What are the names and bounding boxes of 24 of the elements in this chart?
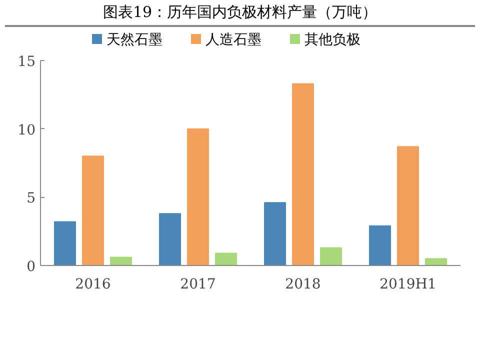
y-tick-label: 0 <box>26 259 36 275</box>
x-tick-label: 2016 <box>75 276 111 292</box>
bar <box>110 256 132 266</box>
chart-title: 图表19：历年国内负极材料产量（万吨） <box>5 2 475 28</box>
bar <box>215 252 237 266</box>
x-tick-label: 2017 <box>180 276 216 292</box>
bar <box>54 221 76 266</box>
bar <box>264 202 286 266</box>
bar <box>425 258 447 266</box>
x-tick-label: 2019H1 <box>380 276 436 292</box>
legend-label: 天然石墨 <box>106 32 162 48</box>
bar <box>369 225 391 266</box>
bar <box>187 128 209 266</box>
y-tick-label: 10 <box>18 122 36 138</box>
bar <box>292 83 314 266</box>
bar <box>397 146 419 266</box>
bar <box>82 156 104 266</box>
bar <box>320 247 342 266</box>
bar <box>159 213 181 266</box>
y-tick-label: 15 <box>18 54 36 70</box>
x-tick-label: 2018 <box>285 276 321 292</box>
y-tick-label: 5 <box>26 190 36 207</box>
legend-label: 人造石墨 <box>206 32 262 48</box>
legend-label: 其他负极 <box>304 32 360 48</box>
